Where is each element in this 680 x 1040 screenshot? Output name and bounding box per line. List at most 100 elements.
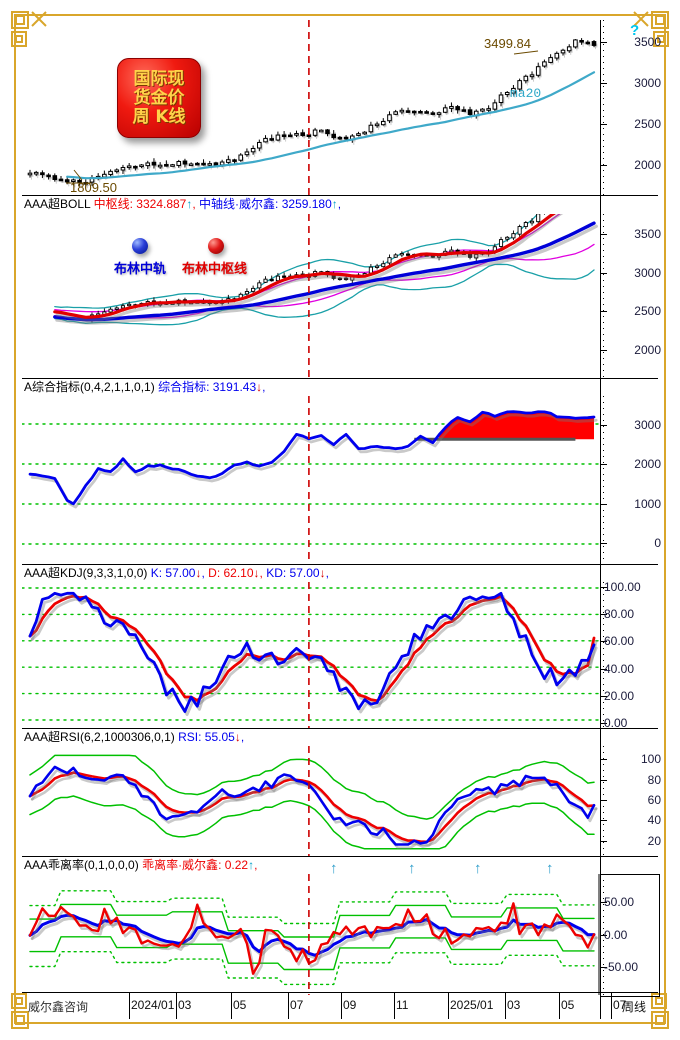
y-axis-tick-label: 3000: [634, 266, 661, 280]
y-axis-minor-tick: [603, 696, 604, 697]
bias-axis-box: [600, 874, 660, 997]
y-axis-tick-label: 2000: [634, 457, 661, 471]
help-marker-icon[interactable]: ?: [630, 22, 640, 39]
y-axis-minor-tick: [603, 68, 604, 69]
y-axis-minor-tick: [603, 746, 604, 747]
panel-header-rsi: AAA超RSI(6,2,1000306,0,1) RSI: 55.05↓,: [24, 730, 245, 744]
y-axis-minor-tick: [603, 552, 604, 553]
y-axis-tick: [601, 234, 607, 235]
y-axis-tick: [601, 350, 607, 351]
y-axis-tick: [601, 504, 607, 505]
y-axis-tick-label: 80.00: [604, 607, 635, 621]
boll-indicator-plot[interactable]: [22, 214, 600, 378]
y-axis-minor-tick: [603, 516, 604, 517]
y-axis-tick-label: 100: [640, 752, 661, 766]
y-axis-minor-tick: [603, 164, 604, 165]
y-axis-tick: [601, 273, 607, 274]
corner-ornament-icon: [628, 6, 674, 52]
y-axis-minor-tick: [603, 510, 604, 511]
y-axis-minor-tick: [603, 898, 604, 899]
y-axis-tick: [601, 587, 607, 588]
bias-indicator-plot[interactable]: [22, 874, 600, 995]
y-axis-minor-tick: [603, 922, 604, 923]
y-axis-minor-tick: [603, 128, 604, 129]
y-axis-minor-tick: [603, 910, 604, 911]
frame-border-top: [14, 14, 666, 16]
chart-panels-container: 国际现 货金价 周 K线 3499.84 1809.50 ma20 ? AAA超…: [22, 20, 661, 1020]
y-axis-minor-tick: [603, 274, 604, 275]
y-axis-minor-tick: [603, 62, 604, 63]
y-axis-minor-tick: [603, 952, 604, 953]
date-axis-label: 03: [178, 998, 192, 1012]
y-axis-minor-tick: [603, 720, 604, 721]
y-axis-tick: [601, 83, 607, 84]
y-axis-minor-tick: [603, 26, 604, 27]
y-axis-tick-label: 0.00: [604, 716, 628, 730]
y-axis-minor-tick: [603, 220, 604, 221]
y-axis-minor-tick: [603, 280, 604, 281]
red-sphere-icon: [208, 238, 224, 254]
y-axis-tick: [601, 641, 607, 642]
y-axis-minor-tick: [603, 450, 604, 451]
y-axis-minor-tick: [603, 880, 604, 881]
y-axis-minor-tick: [603, 80, 604, 81]
y-axis-tick: [601, 42, 607, 43]
y-axis-minor-tick: [603, 812, 604, 813]
y-axis-minor-tick: [603, 182, 604, 183]
y-axis-minor-tick: [603, 678, 604, 679]
y-axis-minor-tick: [603, 684, 604, 685]
y-axis-minor-tick: [603, 928, 604, 929]
rsi-indicator-plot[interactable]: [22, 746, 600, 856]
bias-signal-arrow-icon: ↑: [474, 860, 482, 877]
y-axis-tick-label: 20: [647, 834, 661, 848]
y-axis-minor-tick: [603, 158, 604, 159]
y-axis-minor-tick: [603, 364, 604, 365]
y-axis-minor-tick: [603, 498, 604, 499]
kdj-indicator-plot[interactable]: [22, 582, 600, 728]
y-axis-minor-tick: [603, 50, 604, 51]
y-axis-minor-tick: [603, 286, 604, 287]
y-axis-minor-tick: [603, 660, 604, 661]
y-axis-minor-tick: [603, 582, 604, 583]
y-axis-minor-tick: [603, 534, 604, 535]
y-axis-minor-tick: [603, 934, 604, 935]
y-axis-minor-tick: [603, 238, 604, 239]
y-axis-minor-tick: [603, 244, 604, 245]
y-axis-minor-tick: [603, 146, 604, 147]
price-candlestick-plot[interactable]: [22, 20, 600, 195]
date-axis-tick: [129, 993, 130, 1019]
y-axis-minor-tick: [603, 504, 604, 505]
y-axis-minor-tick: [603, 528, 604, 529]
panel-divider: [22, 728, 658, 729]
y-axis-minor-tick: [603, 758, 604, 759]
date-axis: 威尔鑫咨询 周线 2024/01 03 05 07 09 11 2025/01 03 05 07: [22, 992, 658, 1020]
y-axis-tick: [601, 723, 607, 724]
y-axis-tick-label: 0.00: [604, 928, 628, 942]
y-axis-tick-label: 2000: [634, 343, 661, 357]
y-axis-minor-tick: [603, 370, 604, 371]
y-axis-minor-tick: [603, 176, 604, 177]
y-axis-tick-label: 1000: [634, 497, 661, 511]
date-axis-tick: [600, 993, 601, 1019]
date-axis-label: 07: [290, 998, 304, 1012]
y-axis-minor-tick: [603, 770, 604, 771]
y-axis-minor-tick: [603, 788, 604, 789]
y-axis-tick-label: 3000: [634, 76, 661, 90]
y-axis-tick: [601, 902, 607, 903]
y-axis-tick: [601, 696, 607, 697]
date-axis-label: 05: [233, 998, 247, 1012]
y-axis-minor-tick: [603, 752, 604, 753]
y-axis-minor-tick: [603, 958, 604, 959]
y-axis-minor-tick: [603, 340, 604, 341]
price-high-label: 3499.84: [484, 36, 531, 51]
y-axis-minor-tick: [603, 886, 604, 887]
panel-divider: [22, 856, 658, 857]
composite-indicator-plot[interactable]: [22, 396, 600, 564]
y-axis-minor-tick: [603, 310, 604, 311]
y-axis-minor-tick: [603, 256, 604, 257]
y-axis-minor-tick: [603, 32, 604, 33]
y-axis-minor-tick: [603, 806, 604, 807]
y-axis-minor-tick: [603, 964, 604, 965]
y-axis-minor-tick: [603, 86, 604, 87]
y-axis-minor-tick: [603, 522, 604, 523]
